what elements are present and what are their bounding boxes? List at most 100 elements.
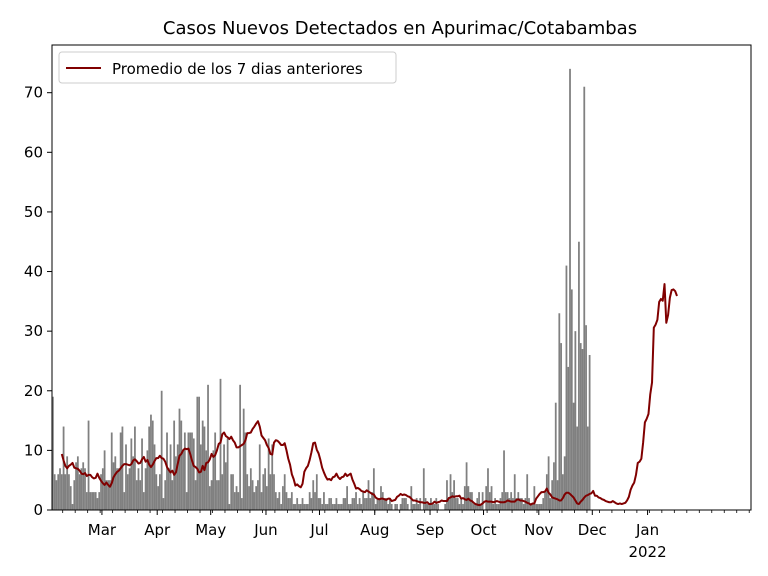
daily-case-bar [87, 420, 90, 510]
daily-case-bar [217, 480, 220, 510]
daily-case-bar [547, 456, 550, 510]
daily-case-bar [132, 456, 135, 510]
daily-case-bar [535, 504, 538, 510]
daily-case-bar [444, 504, 447, 510]
daily-case-bar [394, 504, 397, 510]
daily-case-bar [406, 504, 409, 510]
daily-case-bar [150, 414, 152, 510]
daily-case-bar [98, 492, 101, 510]
daily-case-bar [207, 384, 209, 510]
daily-case-bar [401, 498, 404, 510]
daily-case-bar [73, 480, 76, 510]
daily-case-bar [315, 474, 318, 510]
daily-case-bar [100, 474, 102, 510]
daily-case-bar [579, 343, 582, 510]
daily-case-bar [144, 468, 147, 510]
daily-case-bar [512, 498, 514, 510]
daily-case-bar [285, 492, 288, 510]
daily-case-bar [310, 498, 313, 510]
x-tick-label: Apr [144, 521, 171, 539]
daily-case-bar [374, 504, 377, 510]
daily-case-bar [435, 498, 438, 510]
x-tick-label: Mar [88, 521, 117, 539]
daily-case-bar [305, 504, 307, 510]
daily-case-bar [235, 486, 238, 510]
daily-case-bar [588, 355, 591, 510]
daily-case-bar [257, 480, 259, 510]
daily-case-bar [246, 474, 249, 510]
daily-case-bar [135, 480, 138, 510]
daily-case-bar [117, 468, 120, 510]
daily-case-bar [351, 498, 354, 510]
daily-case-bar [148, 426, 151, 510]
daily-case-bar [119, 432, 122, 510]
daily-case-bar [244, 432, 247, 510]
daily-case-bar [424, 498, 427, 510]
x-axis: Mar Apr May Jun Jul Aug Sep Oct Nov Dec Jan 2022 [62, 510, 750, 561]
daily-case-bar [237, 492, 240, 510]
chart-title: Casos Nuevos Detectados en Apurimac/Cota… [163, 18, 637, 39]
daily-case-bar [319, 498, 322, 510]
daily-case-bar [232, 474, 234, 510]
daily-case-bar [93, 492, 95, 510]
daily-case-bar [249, 468, 252, 510]
daily-case-bar [574, 331, 577, 510]
daily-case-bar [107, 480, 110, 510]
daily-case-bar [224, 462, 227, 510]
daily-case-bar [481, 492, 484, 510]
x-tick-label: Jan [635, 521, 659, 539]
daily-case-bar [278, 492, 281, 510]
daily-case-bar [355, 492, 357, 510]
daily-case-bar [69, 486, 72, 510]
daily-case-bar [517, 492, 520, 510]
daily-case-bar [96, 498, 99, 510]
daily-case-bar [258, 444, 261, 510]
daily-case-bar [308, 492, 311, 510]
daily-case-bar [581, 349, 584, 510]
daily-case-bar [126, 474, 129, 510]
daily-case-bar [301, 498, 304, 510]
daily-case-bar [426, 504, 429, 510]
daily-case-bar [346, 486, 348, 510]
daily-case-bar [187, 432, 190, 510]
daily-case-bar [405, 498, 407, 510]
daily-case-bar [205, 450, 208, 510]
daily-case-bar [372, 468, 375, 510]
moving-average-line [60, 283, 678, 507]
daily-case-bar [55, 480, 58, 510]
daily-case-bar [123, 492, 126, 510]
daily-case-bar [358, 498, 361, 510]
x-tick-label: Oct [471, 521, 497, 539]
daily-case-bar [271, 444, 274, 510]
daily-case-bar [328, 498, 331, 510]
daily-case-bar [248, 486, 250, 510]
daily-case-bar [412, 504, 414, 510]
daily-case-bar [183, 432, 186, 510]
daily-case-bar [52, 396, 54, 510]
daily-case-bar [260, 492, 263, 510]
daily-case-bar [542, 498, 545, 510]
legend-box [58, 51, 397, 84]
daily-case-bar [456, 498, 459, 510]
daily-case-bar [71, 504, 74, 510]
daily-case-bar [570, 289, 573, 510]
x-tick-label: Nov [524, 521, 553, 539]
daily-case-bar [344, 498, 347, 510]
daily-case-bar [339, 504, 341, 510]
daily-case-bar [287, 498, 290, 510]
daily-case-bar [112, 462, 115, 510]
daily-case-bar [283, 474, 286, 510]
legend-label: Promedio de los 7 dias anteriores [112, 60, 363, 78]
daily-case-bar [515, 498, 518, 510]
daily-case-bar [137, 468, 140, 510]
daily-case-bar [462, 504, 464, 510]
daily-case-bar [192, 438, 195, 510]
daily-case-bar [208, 486, 211, 510]
daily-case-bar [376, 498, 379, 510]
daily-case-bar [583, 86, 586, 510]
daily-case-bar [196, 396, 199, 510]
daily-case-bar [216, 480, 218, 510]
daily-case-bar [306, 504, 309, 510]
daily-case-bar [472, 504, 475, 510]
